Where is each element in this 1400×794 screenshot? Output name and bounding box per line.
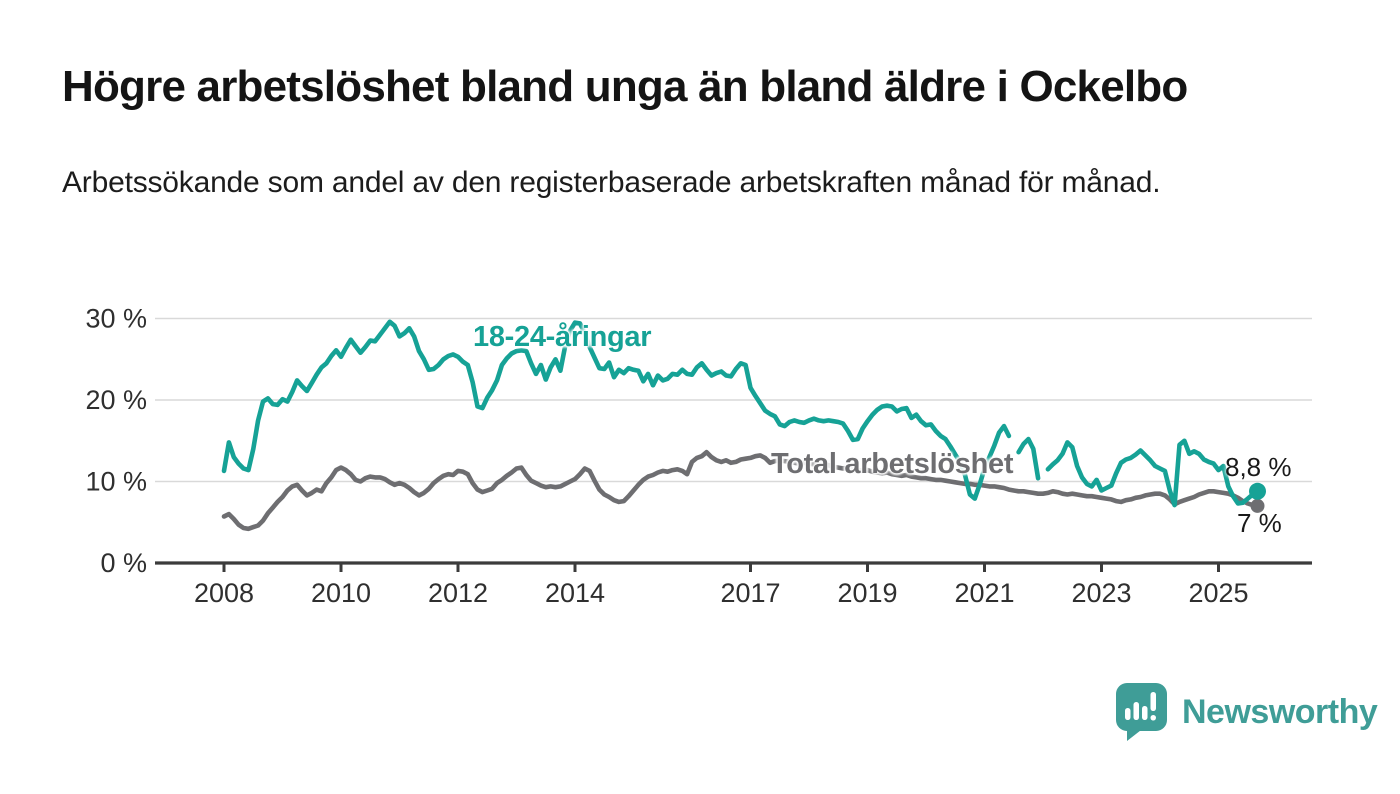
logo-exclamation-dot	[1150, 715, 1156, 721]
x-tick-label: 2019	[837, 578, 897, 608]
y-tick-label: 20 %	[85, 385, 147, 415]
page-title: Högre arbetslöshet bland unga än bland ä…	[62, 62, 1188, 111]
x-tick-label: 2010	[311, 578, 371, 608]
series-line-young	[221, 319, 1260, 508]
page-subtitle: Arbetssökande som andel av den registerb…	[62, 166, 1161, 199]
value-label-total: 7 %	[1237, 508, 1282, 538]
y-tick-label: 30 %	[85, 304, 147, 334]
logo-exclamation-bar	[1150, 692, 1156, 711]
x-tick-label: 2008	[194, 578, 254, 608]
newsworthy-logo: Newsworthy	[1114, 681, 1378, 743]
end-dot-young	[1249, 482, 1266, 500]
newsworthy-logo-text: Newsworthy	[1182, 692, 1378, 731]
series-label-total: Total arbetslöshet	[771, 448, 1014, 480]
x-tick-label: 2017	[720, 578, 780, 608]
value-label-young: 8,8 %	[1225, 452, 1292, 482]
y-tick-label: 0 %	[100, 548, 147, 578]
end-dot-total	[1250, 498, 1265, 513]
y-tick-label: 10 %	[85, 467, 147, 497]
x-tick-label: 2012	[428, 578, 488, 608]
logo-bar-3	[1142, 706, 1148, 720]
series-label-young: 18-24-åringar	[473, 321, 652, 353]
newsworthy-logo-icon	[1116, 683, 1167, 741]
series-line-total	[221, 449, 1260, 532]
logo-bar-2	[1133, 702, 1139, 720]
x-tick-label: 2023	[1071, 578, 1131, 608]
x-tick-label: 2014	[545, 578, 605, 608]
x-tick-label: 2025	[1188, 578, 1248, 608]
logo-bar-1	[1125, 708, 1131, 720]
x-tick-label: 2021	[954, 578, 1014, 608]
